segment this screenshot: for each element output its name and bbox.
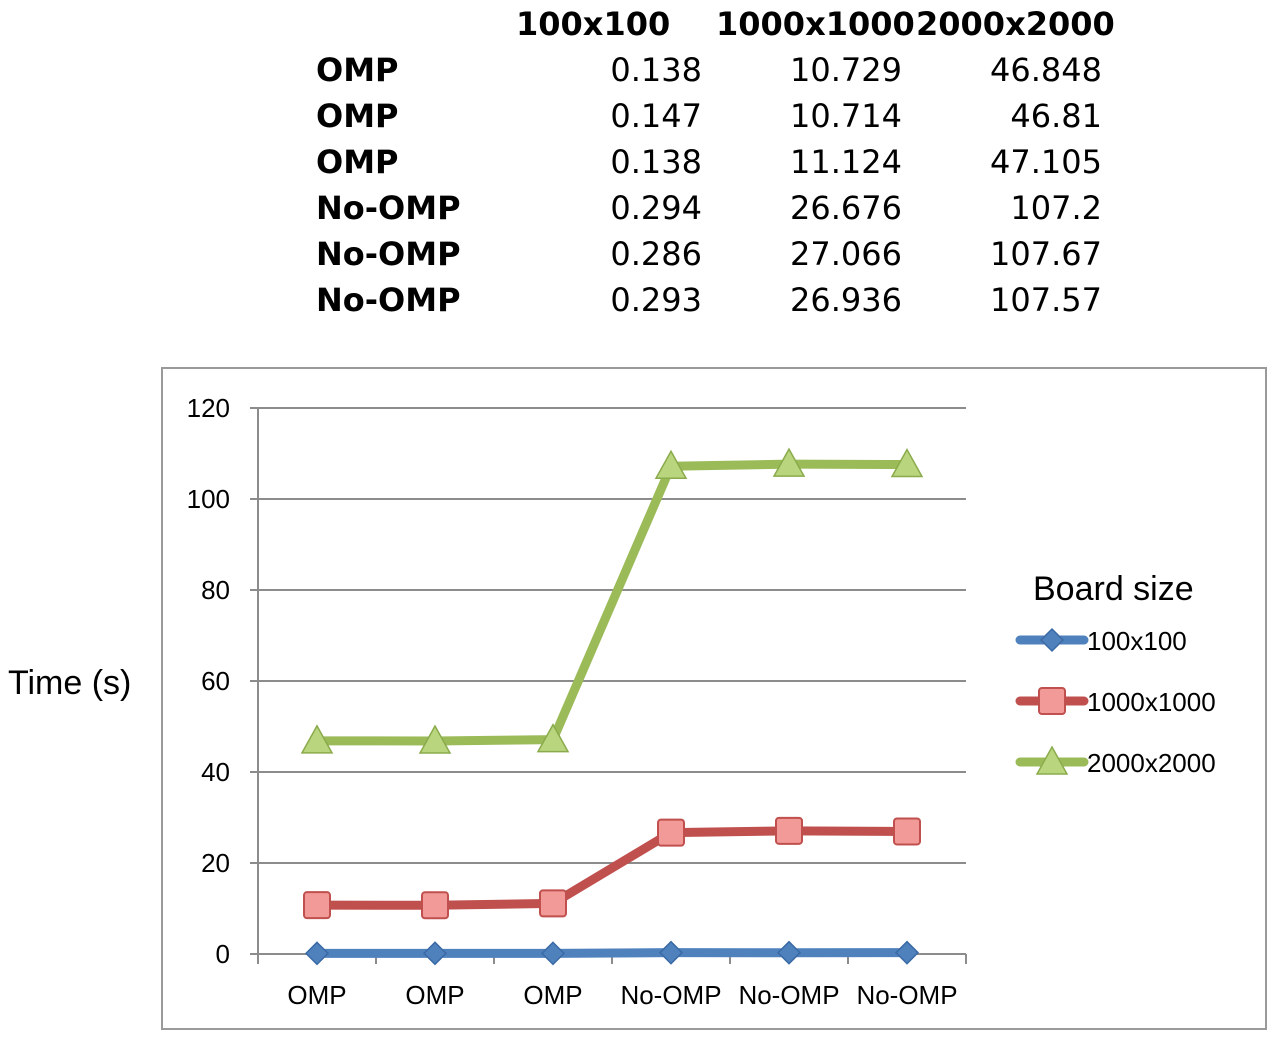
data-point	[421, 891, 449, 920]
y-axis-label: Time (s)	[8, 664, 132, 702]
table-cell: 26.936	[790, 281, 902, 319]
y-tick-label: 100	[187, 484, 230, 514]
legend-marker	[1039, 627, 1065, 653]
series-line-2000x2000	[312, 459, 912, 746]
series-line-1000x1000	[312, 826, 912, 910]
data-point	[300, 724, 334, 754]
table-cell: 26.676	[790, 189, 902, 227]
legend-marker	[1035, 745, 1069, 775]
y-tick-label: 80	[201, 575, 230, 605]
table-cell: 47.105	[990, 143, 1102, 181]
data-point	[776, 940, 802, 965]
data-point	[775, 816, 803, 845]
x-tick-label: No-OMP	[620, 980, 721, 1010]
table-column-header: 2000x2000	[916, 5, 1115, 43]
table-cell: 0.286	[610, 235, 702, 273]
series-line-100x100	[312, 948, 912, 958]
y-tick-label: 60	[201, 666, 230, 696]
data-point	[418, 724, 452, 754]
table-cell: 10.714	[790, 97, 902, 135]
legend-label: 1000x1000	[1087, 687, 1216, 717]
x-tick-label: OMP	[405, 980, 464, 1010]
table-row-label: OMP	[316, 51, 399, 89]
data-point	[422, 941, 448, 966]
table-cell: 46.848	[990, 51, 1102, 89]
x-tick-label: OMP	[287, 980, 346, 1010]
data-point	[894, 940, 920, 965]
table-cell: 27.066	[790, 235, 902, 273]
table-row-label: No-OMP	[316, 189, 461, 227]
table-cell: 0.138	[610, 143, 702, 181]
table-row-label: OMP	[316, 143, 399, 181]
table-cell: 46.81	[1010, 97, 1102, 135]
table-column-header: 1000x1000	[716, 5, 915, 43]
y-tick-label: 20	[201, 848, 230, 878]
data-point	[540, 941, 566, 966]
x-tick-label: No-OMP	[856, 980, 957, 1010]
data-point	[772, 447, 806, 477]
data-point	[654, 449, 688, 479]
data-point	[303, 891, 331, 920]
table-row-label: No-OMP	[316, 235, 461, 273]
y-tick-label: 40	[201, 757, 230, 787]
legend-label: 2000x2000	[1087, 748, 1216, 778]
table-cell: 0.147	[610, 97, 702, 135]
data-point	[890, 448, 924, 478]
data-point	[539, 889, 567, 918]
legend-label: 100x100	[1087, 626, 1187, 656]
table-cell: 0.294	[610, 189, 702, 227]
data-point	[657, 818, 685, 847]
table-cell: 11.124	[790, 143, 902, 181]
table-cell: 107.2	[1010, 189, 1102, 227]
table-cell: 0.138	[610, 51, 702, 89]
table-cell: 107.57	[990, 281, 1102, 319]
table-row-label: OMP	[316, 97, 399, 135]
legend-marker	[1038, 687, 1066, 715]
data-point	[304, 941, 330, 966]
x-tick-label: OMP	[523, 980, 582, 1010]
chart-frame	[161, 367, 1267, 1030]
table-row-label: No-OMP	[316, 281, 461, 319]
table-cell: 0.293	[610, 281, 702, 319]
table-cell: 10.729	[790, 51, 902, 89]
table-cell: 107.67	[990, 235, 1102, 273]
table-column-header: 100x100	[516, 5, 671, 43]
x-tick-label: No-OMP	[738, 980, 839, 1010]
data-point	[893, 817, 921, 846]
data-table: 100x100 1000x1000 2000x2000 OMP 0.138 10.729 4…	[0, 0, 1275, 330]
data-point	[658, 940, 684, 965]
y-tick-label: 0	[216, 939, 230, 969]
y-tick-label: 120	[187, 393, 230, 423]
legend-title: Board size	[1033, 570, 1194, 608]
data-point	[536, 723, 570, 753]
